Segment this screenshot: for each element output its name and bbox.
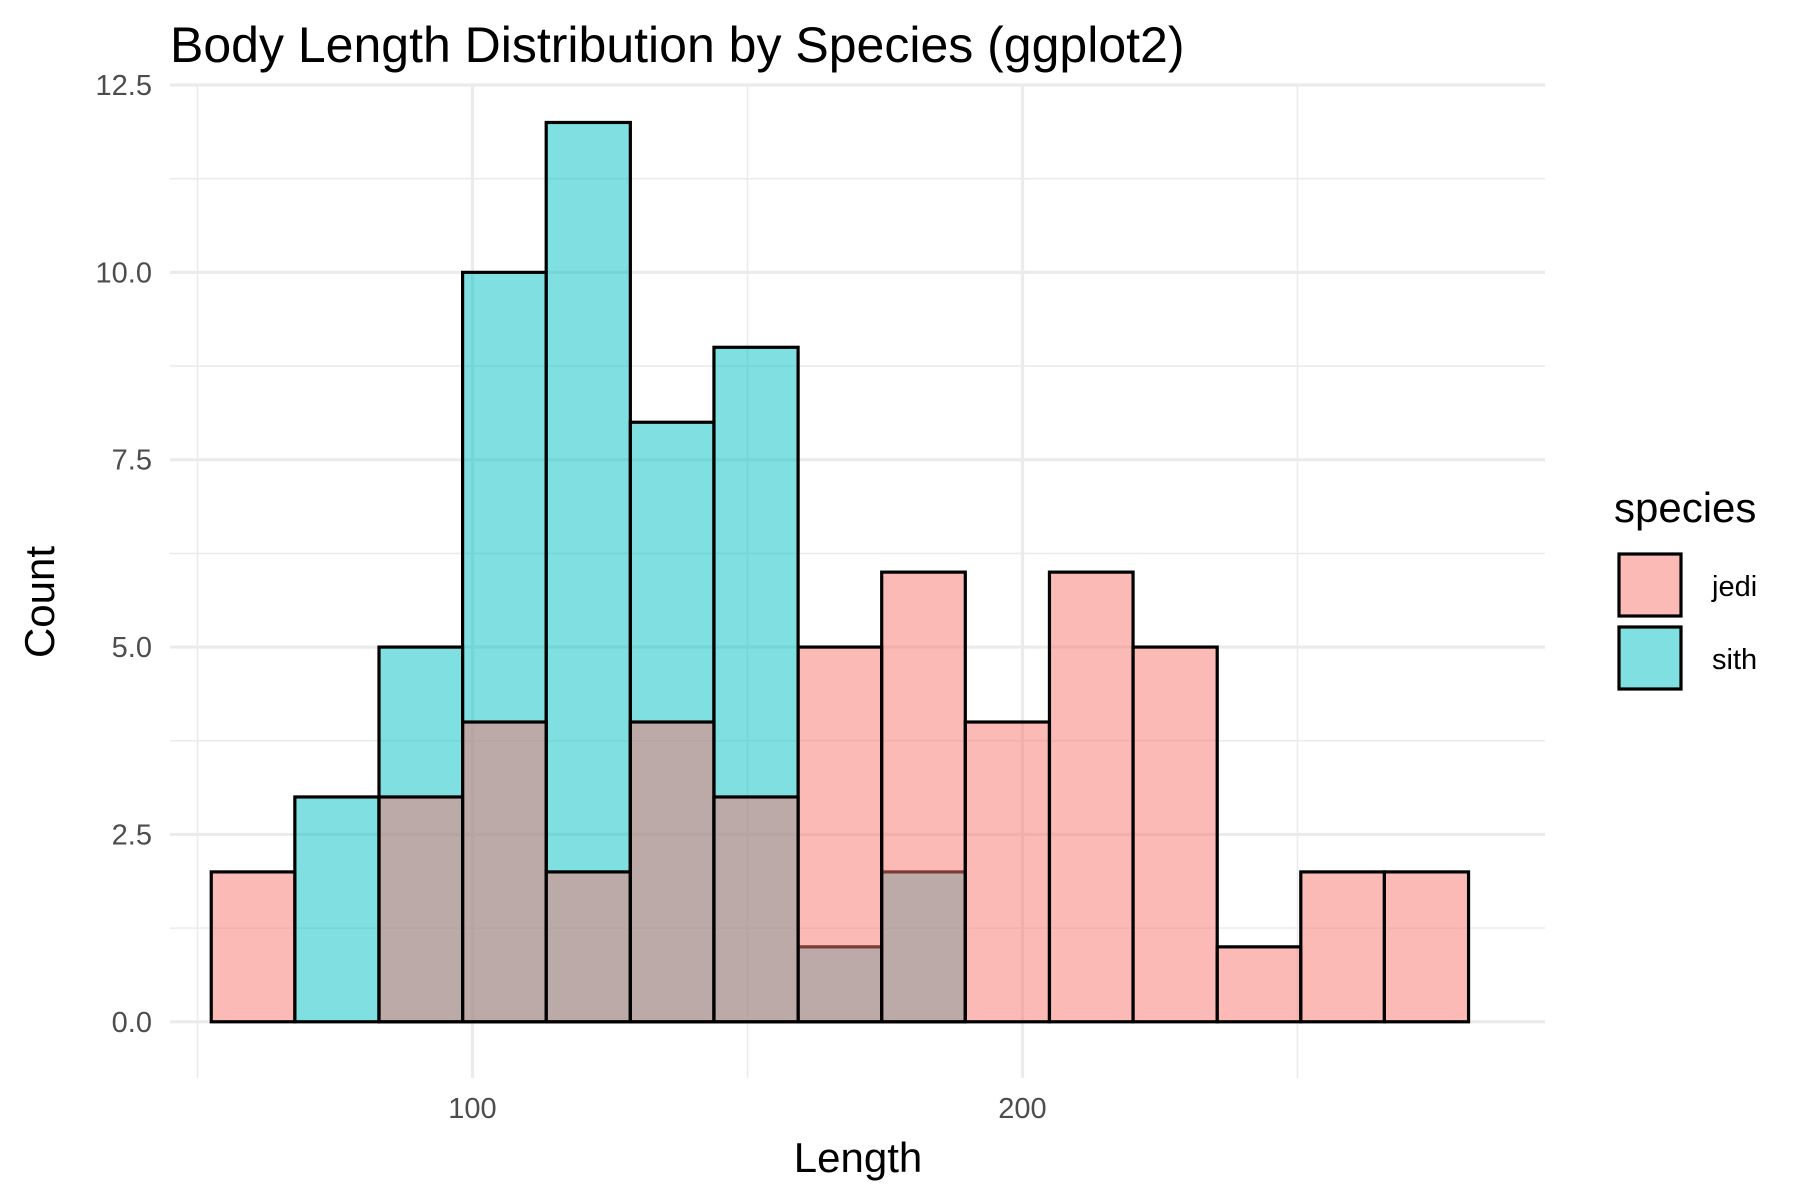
series-jedi-bars (209, 570, 1471, 1024)
x-tick-label: 200 (998, 1093, 1046, 1125)
bar-jedi (963, 720, 1052, 1024)
bar-jedi (1215, 945, 1303, 1024)
x-tick-label: 100 (448, 1093, 496, 1125)
y-axis-title: Count (16, 546, 63, 658)
bar-jedi (461, 720, 548, 1024)
chart-title: Body Length Distribution by Species (ggp… (170, 17, 1184, 73)
bar-jedi (1047, 570, 1135, 1024)
x-axis-ticks: 100 200 (448, 1093, 1046, 1125)
bar-jedi (1131, 645, 1219, 1024)
bar-jedi (796, 645, 884, 1024)
y-tick-label: 12.5 (96, 70, 152, 102)
bar-jedi (1382, 870, 1471, 1024)
bar-jedi (628, 720, 716, 1024)
bar-jedi (377, 795, 465, 1024)
bar-sith (293, 795, 381, 1024)
y-tick-label: 7.5 (112, 445, 152, 477)
y-tick-label: 10.0 (96, 257, 152, 289)
bar-jedi (544, 870, 632, 1024)
legend-key-jedi (1617, 552, 1683, 618)
bar-jedi (880, 570, 967, 1024)
bar-jedi (209, 870, 297, 1024)
legend-title: species (1614, 484, 1756, 531)
legend-label-jedi: jedi (1711, 571, 1757, 603)
y-tick-label: 0.0 (112, 1007, 152, 1039)
bar-jedi (712, 795, 800, 1024)
legend: species jedi sith (1614, 484, 1757, 691)
y-tick-label: 5.0 (112, 632, 152, 664)
x-axis-title: Length (794, 1134, 922, 1181)
y-tick-label: 2.5 (112, 819, 152, 851)
bar-jedi (1299, 870, 1387, 1024)
y-axis-ticks: 0.0 2.5 5.0 7.5 10.0 12.5 (96, 70, 152, 1039)
legend-key-sith (1617, 625, 1683, 691)
legend-label-sith: sith (1712, 644, 1757, 676)
